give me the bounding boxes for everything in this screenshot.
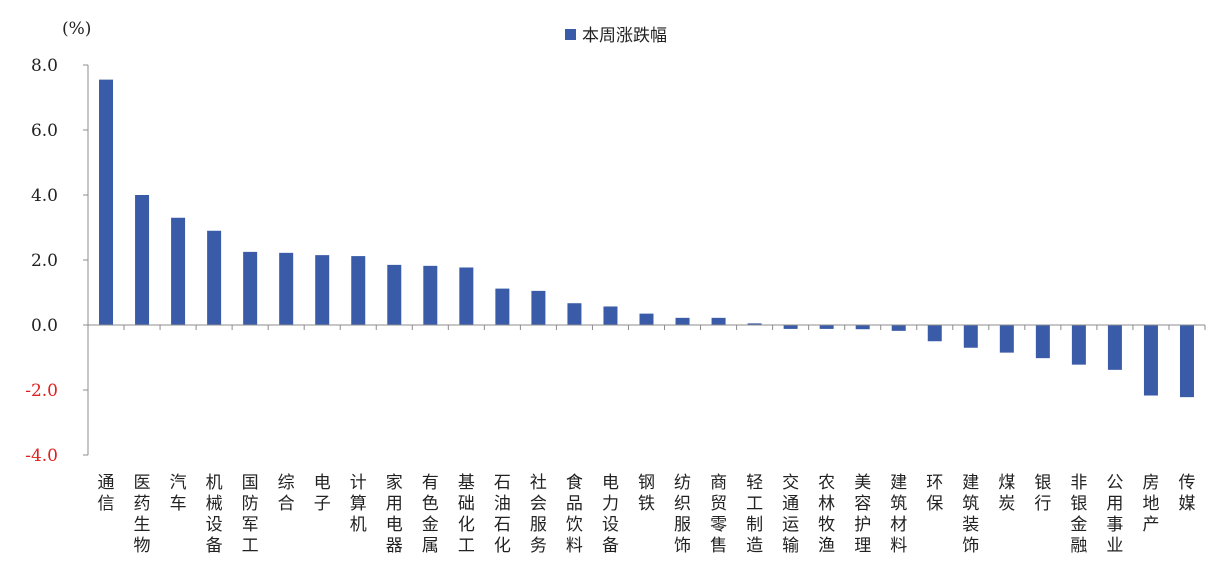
- category-label: 传媒: [1178, 473, 1195, 514]
- category-label: 建筑装饰: [962, 473, 979, 556]
- category-label: 美容护理: [854, 473, 871, 556]
- bar: [1179, 325, 1194, 398]
- bar: [819, 325, 834, 329]
- bar: [567, 303, 582, 325]
- category-label: 电力设备: [602, 473, 619, 556]
- bar: [423, 265, 438, 325]
- category-label: 建筑材料: [890, 473, 907, 556]
- category-label: 轻工制造: [746, 473, 763, 556]
- y-tick-label: -4.0: [25, 446, 58, 466]
- bar: [279, 252, 294, 325]
- category-label: 煤炭: [998, 473, 1015, 514]
- bars: [99, 79, 1194, 398]
- bar: [747, 323, 762, 325]
- bar: [783, 325, 798, 329]
- bar: [603, 306, 618, 325]
- category-label: 汽车: [170, 473, 187, 514]
- x-axis: [87, 324, 1206, 330]
- category-label: 交通运输: [782, 473, 799, 556]
- y-tick-label: 0.0: [31, 316, 58, 336]
- legend: 本周涨跌幅: [565, 26, 667, 46]
- category-label: 有色金属: [422, 473, 439, 556]
- bar: [927, 325, 942, 342]
- bar: [387, 264, 402, 325]
- category-label: 医药生物: [134, 473, 151, 556]
- bar: [495, 288, 510, 325]
- bar: [1143, 325, 1158, 396]
- bar: [207, 230, 222, 325]
- bar: [1107, 325, 1122, 370]
- category-label: 银行: [1034, 473, 1051, 514]
- bar: [855, 325, 870, 330]
- y-unit-label: (%): [62, 19, 91, 39]
- category-label: 农林牧渔: [818, 473, 835, 556]
- bar: [351, 256, 366, 325]
- y-tick-label: 2.0: [31, 251, 58, 271]
- bar: [171, 217, 186, 325]
- bar: [675, 317, 690, 325]
- bar: [711, 317, 726, 325]
- category-label: 通信: [98, 473, 115, 514]
- category-label: 家用电器: [386, 473, 403, 556]
- category-label: 非银金融: [1070, 473, 1087, 556]
- y-tick-label: 4.0: [31, 186, 58, 206]
- category-label: 食品饮料: [566, 473, 583, 556]
- legend-swatch: [565, 29, 576, 40]
- bar: [135, 195, 150, 325]
- category-label: 机械设备: [206, 473, 223, 556]
- category-label: 基础化工: [458, 473, 475, 556]
- bar: [963, 325, 978, 348]
- category-label: 社会服务: [530, 473, 547, 556]
- bar: [99, 79, 114, 325]
- bar: [243, 251, 258, 325]
- category-label: 环保: [926, 473, 943, 514]
- bar: [459, 267, 474, 325]
- category-label: 石油石化: [494, 473, 511, 556]
- category-label: 综合: [278, 473, 295, 514]
- bar: [1035, 325, 1050, 359]
- category-label: 钢铁: [638, 473, 655, 514]
- category-label: 国防军工: [242, 473, 259, 556]
- category-label: 公用事业: [1106, 473, 1123, 556]
- bar: [315, 255, 330, 325]
- bar: [999, 325, 1014, 353]
- category-label: 商贸零售: [710, 473, 727, 556]
- category-label: 房地产: [1142, 473, 1159, 535]
- category-label: 电子: [314, 473, 331, 514]
- category-label: 纺织服饰: [674, 473, 691, 556]
- bar: [639, 313, 654, 325]
- bar: [1071, 325, 1086, 365]
- bar: [891, 325, 906, 331]
- legend-label: 本周涨跌幅: [582, 26, 667, 46]
- y-tick-labels: 8.0 6.0 4.0 2.0 0.0 -2.0 -4.0: [25, 56, 58, 466]
- category-label: 计算机: [350, 473, 367, 535]
- y-axis: [83, 64, 89, 456]
- y-tick-label: -2.0: [25, 381, 58, 401]
- y-tick-label: 8.0: [31, 56, 58, 76]
- bar: [531, 290, 546, 325]
- y-tick-label: 6.0: [31, 121, 58, 141]
